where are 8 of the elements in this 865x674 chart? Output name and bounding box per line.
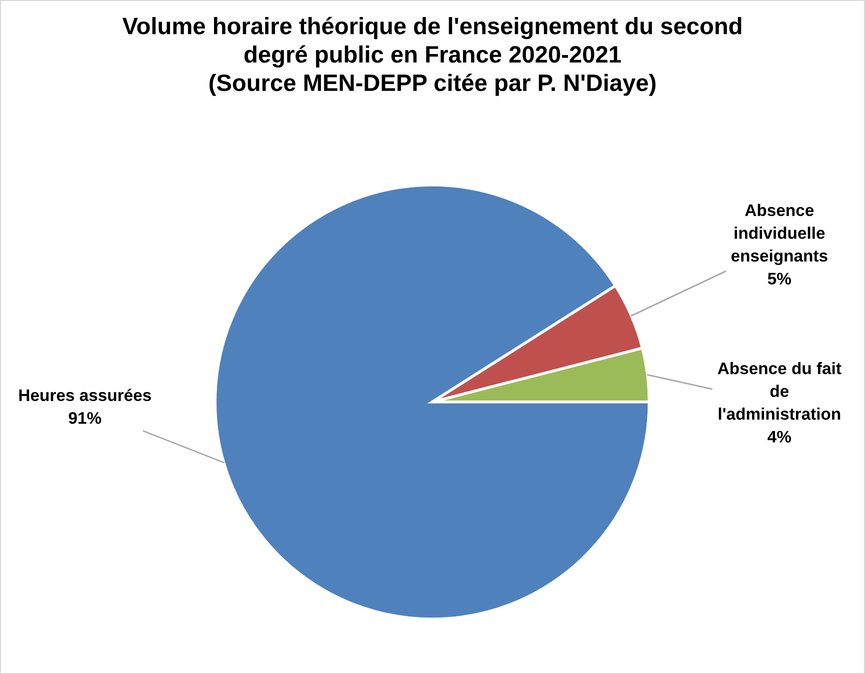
pie-slice: [214, 184, 651, 620]
data-label: 4%: [768, 430, 792, 443]
slice-label: Absence individuelle enseignants: [731, 204, 828, 266]
slice-label: Heures assurées: [19, 388, 151, 402]
chart-title: Volume horaire théorique de l'enseignement du second degré public en France 2020-2021 (Source MEN-DEPP citée par P. N'Diaye): [122, 16, 742, 96]
data-label: 5%: [768, 272, 792, 285]
data-label: 91%: [68, 412, 102, 424]
slice-label: Absence du fait de l'administration: [718, 362, 842, 420]
